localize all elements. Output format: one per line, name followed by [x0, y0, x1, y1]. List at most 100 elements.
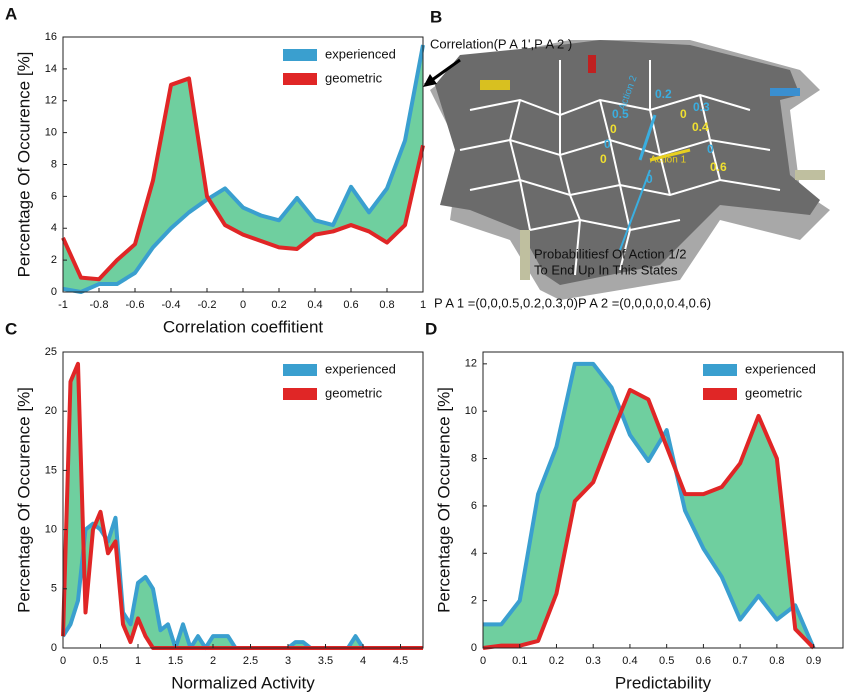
series-line: [61, 76, 425, 282]
x-tick-label: 0.5: [93, 655, 108, 667]
y-tick-label: 6: [471, 500, 477, 512]
y-tick-label: 6: [51, 190, 57, 202]
legend-swatch: [283, 73, 317, 85]
x-tick-label: -0.2: [198, 299, 217, 311]
y-tick-label: 8: [51, 158, 57, 170]
x-tick-label: 0.6: [343, 299, 358, 311]
y-tick-label: 2: [471, 595, 477, 607]
legend-label: geometric: [325, 70, 383, 85]
legend-label: experienced: [325, 46, 396, 61]
probability-label: 0: [604, 137, 611, 151]
wall: [520, 230, 530, 280]
panel-letter: B: [430, 7, 442, 26]
x-tick-label: -1: [58, 299, 68, 311]
legend-swatch: [703, 388, 737, 400]
y-tick-label: 2: [51, 254, 57, 266]
y-tick-label: 0: [51, 642, 57, 654]
x-tick-label: 0.3: [586, 655, 601, 667]
probability-label: 0.3: [693, 100, 710, 114]
y-axis-label: Percentage Of Occurence [%]: [14, 387, 33, 613]
note: Probabilitiesf Of Action 1/2: [534, 246, 686, 261]
probability-label: 0: [707, 142, 714, 156]
legend-label: experienced: [325, 361, 396, 376]
y-tick-label: 15: [45, 464, 57, 476]
difference-fill: [63, 363, 423, 648]
x-tick-label: 0.7: [732, 655, 747, 667]
x-tick-label: 0.5: [659, 655, 674, 667]
difference-fill: [483, 363, 814, 648]
legend-swatch: [283, 388, 317, 400]
x-tick-label: -0.8: [90, 299, 109, 311]
y-tick-label: 8: [471, 452, 477, 464]
x-tick-label: 1: [420, 299, 426, 311]
x-tick-label: -0.6: [126, 299, 145, 311]
cells: [459, 60, 781, 276]
plot-frame: [62, 351, 424, 649]
x-tick-label: 0.8: [379, 299, 394, 311]
x-tick-label: 3: [285, 655, 291, 667]
x-tick-label: 4.5: [393, 655, 408, 667]
y-tick-label: 4: [51, 222, 57, 234]
legend-label: geometric: [325, 385, 383, 400]
arrow-action-1: [649, 148, 691, 162]
wall-marker: [770, 88, 800, 96]
legend-label: experienced: [745, 361, 816, 376]
x-tick-label: 0: [240, 299, 246, 311]
x-tick-label: 2.5: [243, 655, 258, 667]
legend-swatch: [283, 49, 317, 61]
y-tick-label: 10: [45, 524, 57, 536]
x-axis-label: Predictability: [615, 673, 712, 692]
probability-label: 0: [610, 122, 617, 136]
y-tick-label: 20: [45, 405, 57, 417]
x-tick-label: 0.2: [271, 299, 286, 311]
action-label: Action 1: [650, 155, 687, 166]
series-line: [482, 387, 816, 650]
series-line: [61, 515, 423, 650]
probability-label: 0.2: [655, 87, 672, 101]
probability-label: 0.5: [612, 107, 629, 121]
formula: P A 1 =(0,0,0.5,0.2,0.3,0)P A 2 =(0,0,0,…: [434, 295, 711, 310]
x-tick-label: 0.1: [512, 655, 527, 667]
panel-letter: C: [5, 319, 17, 338]
x-tick-label: -0.4: [162, 299, 181, 311]
x-tick-label: 0.8: [769, 655, 784, 667]
probability-label: 0: [646, 172, 653, 186]
y-tick-label: 0: [51, 286, 57, 298]
legend-swatch: [283, 364, 317, 376]
y-axis-label: Percentage Of Occurence [%]: [14, 52, 33, 278]
y-tick-label: 12: [465, 358, 477, 370]
x-tick-label: 0: [60, 655, 66, 667]
x-tick-label: 0.4: [307, 299, 322, 311]
correlation-title: Correlation(P A 1',P A 2 ): [430, 36, 572, 51]
y-tick-label: 16: [45, 31, 57, 43]
x-tick-label: 3.5: [318, 655, 333, 667]
probability-label: 0.6: [710, 160, 727, 174]
series-line: [483, 361, 816, 649]
plot-frame: [482, 351, 844, 649]
y-tick-label: 14: [45, 63, 57, 75]
y-tick-label: 10: [465, 405, 477, 417]
x-tick-label: 1: [135, 655, 141, 667]
series-line: [62, 44, 425, 294]
x-tick-label: 0.4: [622, 655, 637, 667]
series-line: [61, 361, 423, 650]
x-axis-label: Normalized Activity: [171, 673, 315, 692]
y-tick-label: 0: [471, 642, 477, 654]
x-tick-label: 0.2: [549, 655, 564, 667]
y-tick-label: 25: [45, 346, 57, 358]
x-tick-label: 0.9: [806, 655, 821, 667]
panel-letter: A: [5, 4, 17, 23]
y-tick-label: 12: [45, 95, 57, 107]
wall-marker: [588, 55, 596, 73]
wall: [795, 170, 825, 180]
x-tick-label: 0.6: [696, 655, 711, 667]
panel-b-photo: [423, 40, 830, 300]
x-tick-label: 2: [210, 655, 216, 667]
x-axis-label: Correlation coeffitient: [163, 317, 324, 336]
panel-letter: D: [425, 319, 437, 338]
probability-label: 0.4: [692, 120, 709, 134]
probability-label: 0: [680, 107, 687, 121]
x-tick-label: 1.5: [168, 655, 183, 667]
arrow-action-2: [638, 114, 657, 161]
pointer: [619, 169, 651, 251]
